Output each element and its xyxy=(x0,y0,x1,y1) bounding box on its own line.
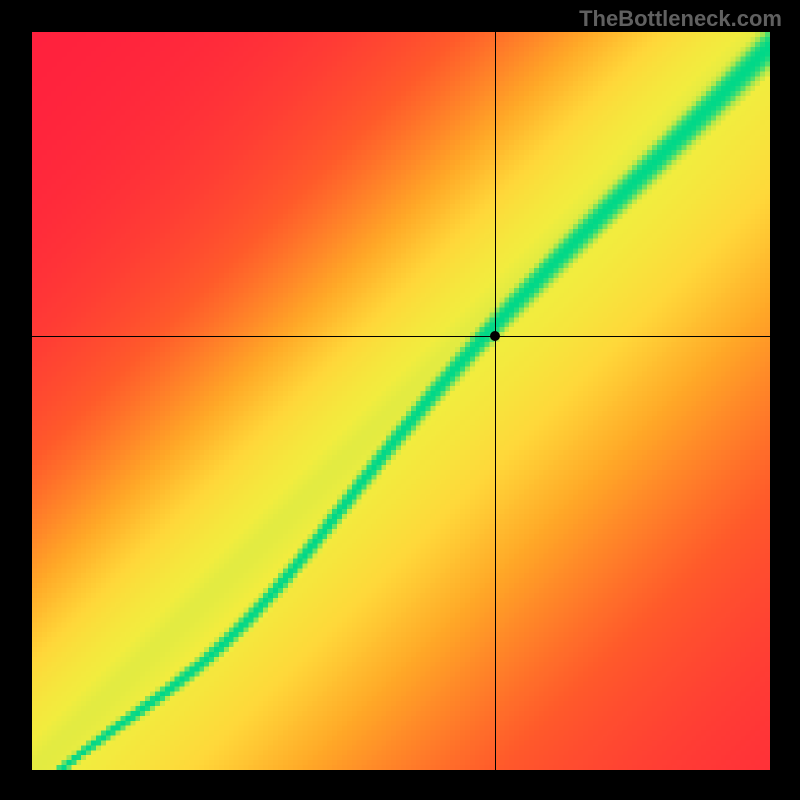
crosshair-vertical-line xyxy=(495,32,496,770)
watermark-text: TheBottleneck.com xyxy=(579,6,782,32)
heatmap-plot xyxy=(32,32,770,770)
figure: TheBottleneck.com xyxy=(0,0,800,800)
crosshair-horizontal-line xyxy=(32,336,770,337)
